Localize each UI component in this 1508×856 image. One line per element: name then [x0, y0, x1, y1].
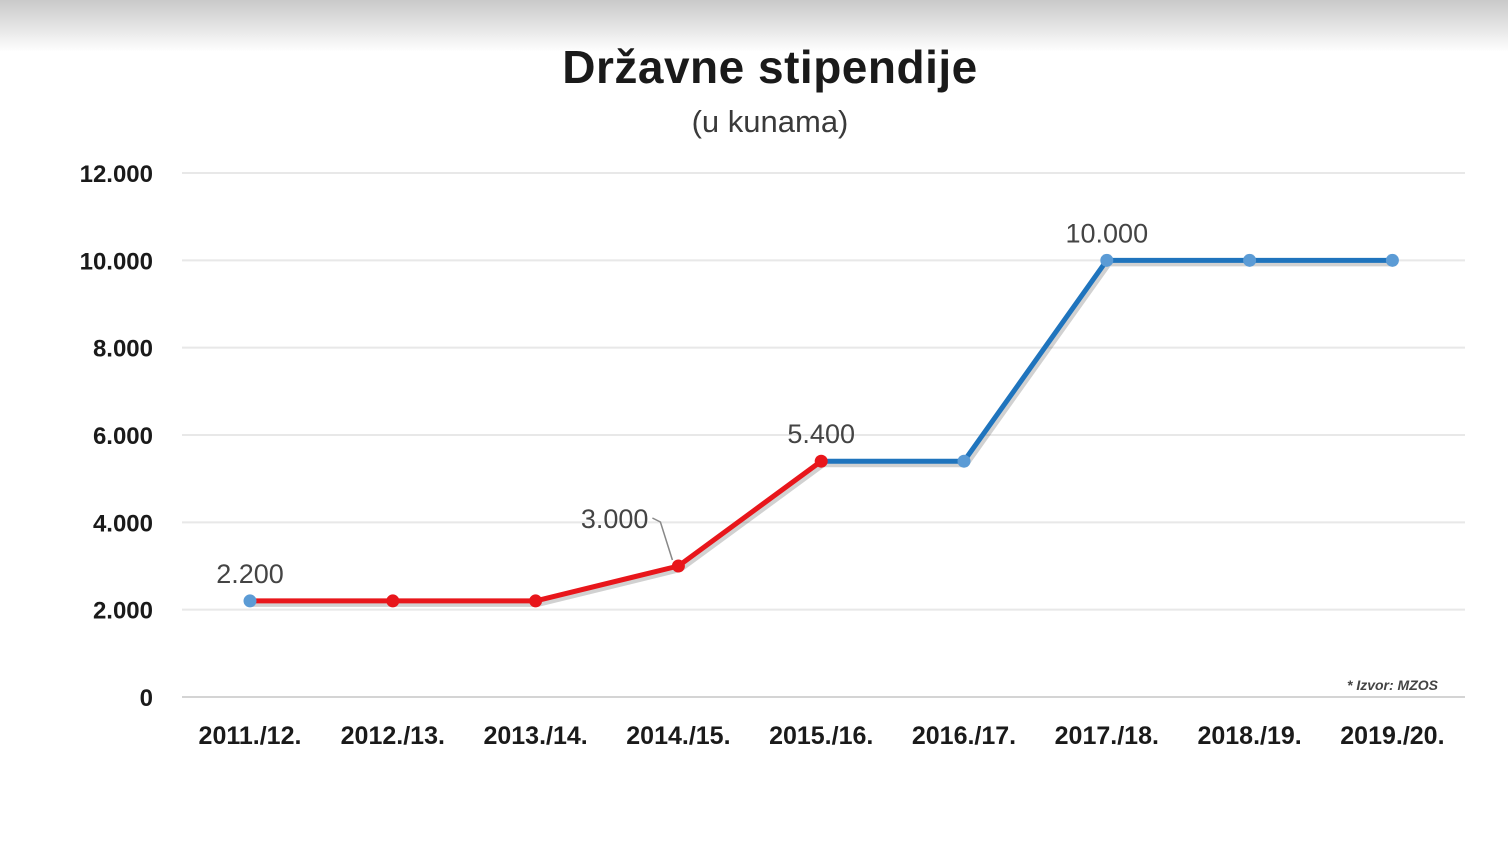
x-tick-label: 2016./17. — [912, 722, 1016, 750]
data-point — [1385, 253, 1399, 267]
data-point — [386, 594, 400, 608]
series-line-shadow — [249, 461, 827, 607]
data-labels: 2.200 3.000 5.400 10.000 — [216, 218, 1148, 589]
chart-title: Državne stipendije — [562, 41, 978, 93]
y-tick-label: 8.000 — [93, 336, 153, 363]
x-tick-label: 2014./15. — [626, 722, 730, 750]
x-axis-ticks: 2011./12. 2012./13. 2013./14. 2014./15. 2015… — [199, 722, 1445, 750]
data-label: 5.400 — [787, 419, 855, 449]
chart-subtitle: (u kunama) — [691, 104, 849, 139]
label-leaders — [652, 517, 674, 561]
x-tick-label: 2012./13. — [341, 722, 445, 750]
data-point — [1100, 253, 1114, 267]
x-tick-label: 2011./12. — [199, 722, 302, 750]
data-markers — [243, 253, 1399, 608]
top-shade — [0, 0, 1508, 52]
x-tick-label: 2018./19. — [1197, 722, 1301, 750]
data-label: 2.200 — [216, 559, 284, 589]
y-tick-label: 6.000 — [93, 423, 153, 450]
x-tick-label: 2015./16. — [769, 722, 873, 750]
y-tick-label: 4.000 — [93, 510, 153, 537]
data-point — [957, 454, 971, 468]
y-tick-label: 2.000 — [93, 598, 153, 625]
source-note: * Izvor: MZOS — [1347, 677, 1439, 693]
label-leader-line — [652, 517, 674, 561]
data-point — [814, 454, 828, 468]
data-point — [529, 594, 543, 608]
y-tick-label: 10.000 — [80, 248, 153, 275]
data-point — [1243, 253, 1257, 267]
y-tick-label: 0 — [140, 685, 153, 712]
data-label: 3.000 — [581, 504, 649, 534]
series-line — [818, 257, 1395, 464]
data-label: 10.000 — [1066, 218, 1149, 248]
y-tick-label: 12.000 — [80, 161, 153, 188]
data-point — [243, 594, 257, 608]
y-axis-ticks: 0 2.000 4.000 6.000 8.000 10.000 12.000 — [80, 161, 153, 712]
x-tick-label: 2013./14. — [483, 722, 587, 750]
x-tick-label: 2017./18. — [1055, 722, 1159, 750]
data-point — [671, 559, 685, 573]
x-tick-label: 2019./20. — [1340, 722, 1444, 750]
